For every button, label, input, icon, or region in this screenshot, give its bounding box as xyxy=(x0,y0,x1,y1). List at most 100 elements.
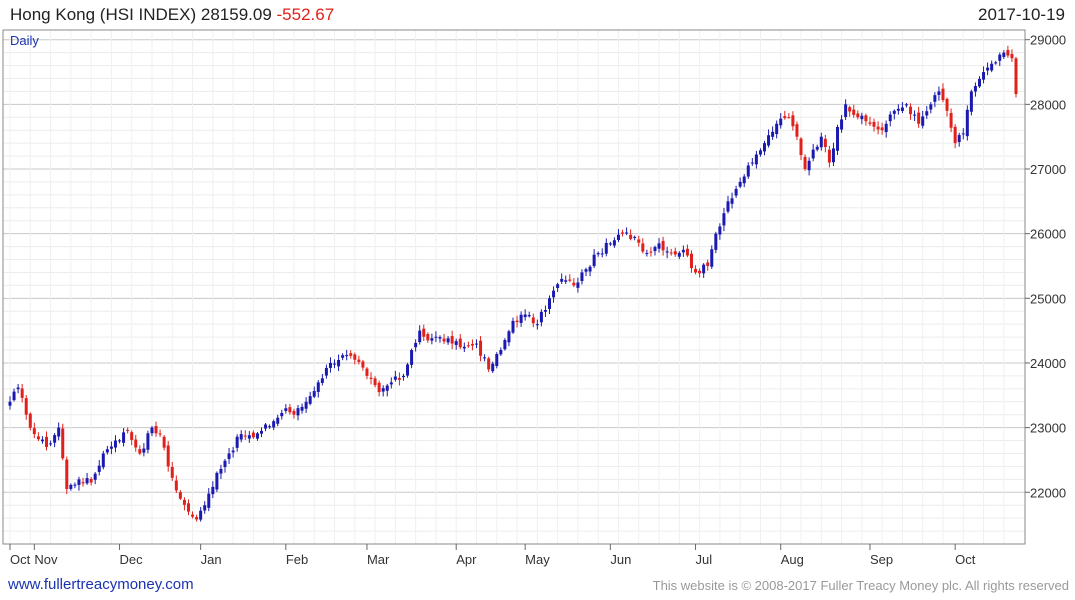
candle xyxy=(710,245,714,269)
candle xyxy=(337,354,341,372)
candle xyxy=(641,238,645,254)
y-tick-label: 28000 xyxy=(1030,97,1066,112)
candle xyxy=(320,373,324,386)
candle xyxy=(600,248,604,258)
candle xyxy=(215,471,219,492)
candle xyxy=(767,129,771,148)
y-tick-label: 26000 xyxy=(1030,227,1066,242)
candle xyxy=(268,424,272,429)
candle xyxy=(438,335,442,343)
candle xyxy=(730,192,734,209)
candle xyxy=(284,404,288,414)
candle xyxy=(949,108,953,133)
candle xyxy=(633,235,637,241)
candle xyxy=(122,428,126,447)
candle xyxy=(16,383,20,394)
candle xyxy=(718,223,722,240)
candle xyxy=(57,422,61,441)
candle xyxy=(73,482,77,489)
candle xyxy=(381,385,385,397)
instrument-name: Hong Kong (HSI INDEX) xyxy=(10,5,197,24)
candle xyxy=(357,355,361,365)
candle xyxy=(775,120,779,139)
candle xyxy=(207,488,211,512)
candle xyxy=(32,422,36,439)
candle xyxy=(531,313,535,328)
candle xyxy=(560,273,564,285)
candle xyxy=(665,246,669,259)
candle xyxy=(422,324,426,341)
candle xyxy=(316,380,320,398)
candle xyxy=(811,143,815,162)
candle xyxy=(860,112,864,125)
candle xyxy=(446,336,450,345)
candle xyxy=(113,435,117,453)
candle xyxy=(937,86,941,101)
last-price: 28159.09 xyxy=(200,5,272,24)
candle xyxy=(300,403,304,414)
chart-date: 2017-10-19 xyxy=(978,5,1065,24)
candle xyxy=(255,432,259,441)
plot-frame xyxy=(2,29,1026,545)
candle xyxy=(162,435,166,451)
candle xyxy=(511,317,515,334)
candle xyxy=(616,229,620,243)
candle xyxy=(925,106,929,119)
candle xyxy=(28,412,32,431)
x-tick-label: Apr xyxy=(456,552,477,567)
candle xyxy=(361,359,365,371)
candle xyxy=(706,259,710,271)
candle xyxy=(588,265,592,277)
candle xyxy=(462,342,466,352)
x-tick-label: Oct xyxy=(955,552,976,567)
candle xyxy=(929,102,933,114)
candle xyxy=(393,370,397,382)
candle xyxy=(308,391,312,406)
candle xyxy=(702,263,706,278)
x-tick-label: Nov xyxy=(34,552,58,567)
copyright-text: This website is © 2008-2017 Fuller Treac… xyxy=(652,578,1069,593)
candle xyxy=(89,476,93,486)
candle xyxy=(312,386,316,399)
candle xyxy=(994,60,998,65)
candle xyxy=(341,353,345,361)
candle xyxy=(385,383,389,397)
y-axis: 22000 23000 24000 25000 26000 27000 28000 29000 xyxy=(1025,33,1066,500)
candle xyxy=(442,333,446,345)
x-tick-label: Oct xyxy=(10,552,31,567)
candle xyxy=(178,489,182,501)
candle xyxy=(195,514,199,522)
y-tick-label: 24000 xyxy=(1030,356,1066,371)
x-tick-label: Jan xyxy=(201,552,222,567)
candle xyxy=(681,245,685,257)
candle xyxy=(913,110,917,122)
candle xyxy=(982,66,986,84)
candle xyxy=(219,464,223,479)
candle xyxy=(292,408,296,419)
candle xyxy=(836,124,840,155)
site-link[interactable]: www.fullertreacymoney.com xyxy=(8,576,194,593)
candle xyxy=(795,121,799,141)
candle xyxy=(904,102,908,108)
candle xyxy=(827,145,831,168)
candle xyxy=(986,62,990,76)
candle xyxy=(819,132,823,151)
candle xyxy=(677,251,681,260)
candle xyxy=(888,111,892,127)
candle xyxy=(933,92,937,108)
candle xyxy=(572,278,576,288)
candle xyxy=(539,309,543,327)
candle xyxy=(673,247,677,257)
candle xyxy=(85,472,89,485)
candle xyxy=(734,185,738,198)
candle xyxy=(199,507,203,522)
candle xyxy=(941,83,945,103)
candle xyxy=(130,430,134,446)
candle xyxy=(418,325,422,345)
candle xyxy=(105,445,109,455)
candle xyxy=(507,329,511,347)
x-tick-label: Aug xyxy=(781,552,804,567)
candle xyxy=(45,431,49,451)
candle xyxy=(840,115,844,133)
candle xyxy=(576,277,580,293)
